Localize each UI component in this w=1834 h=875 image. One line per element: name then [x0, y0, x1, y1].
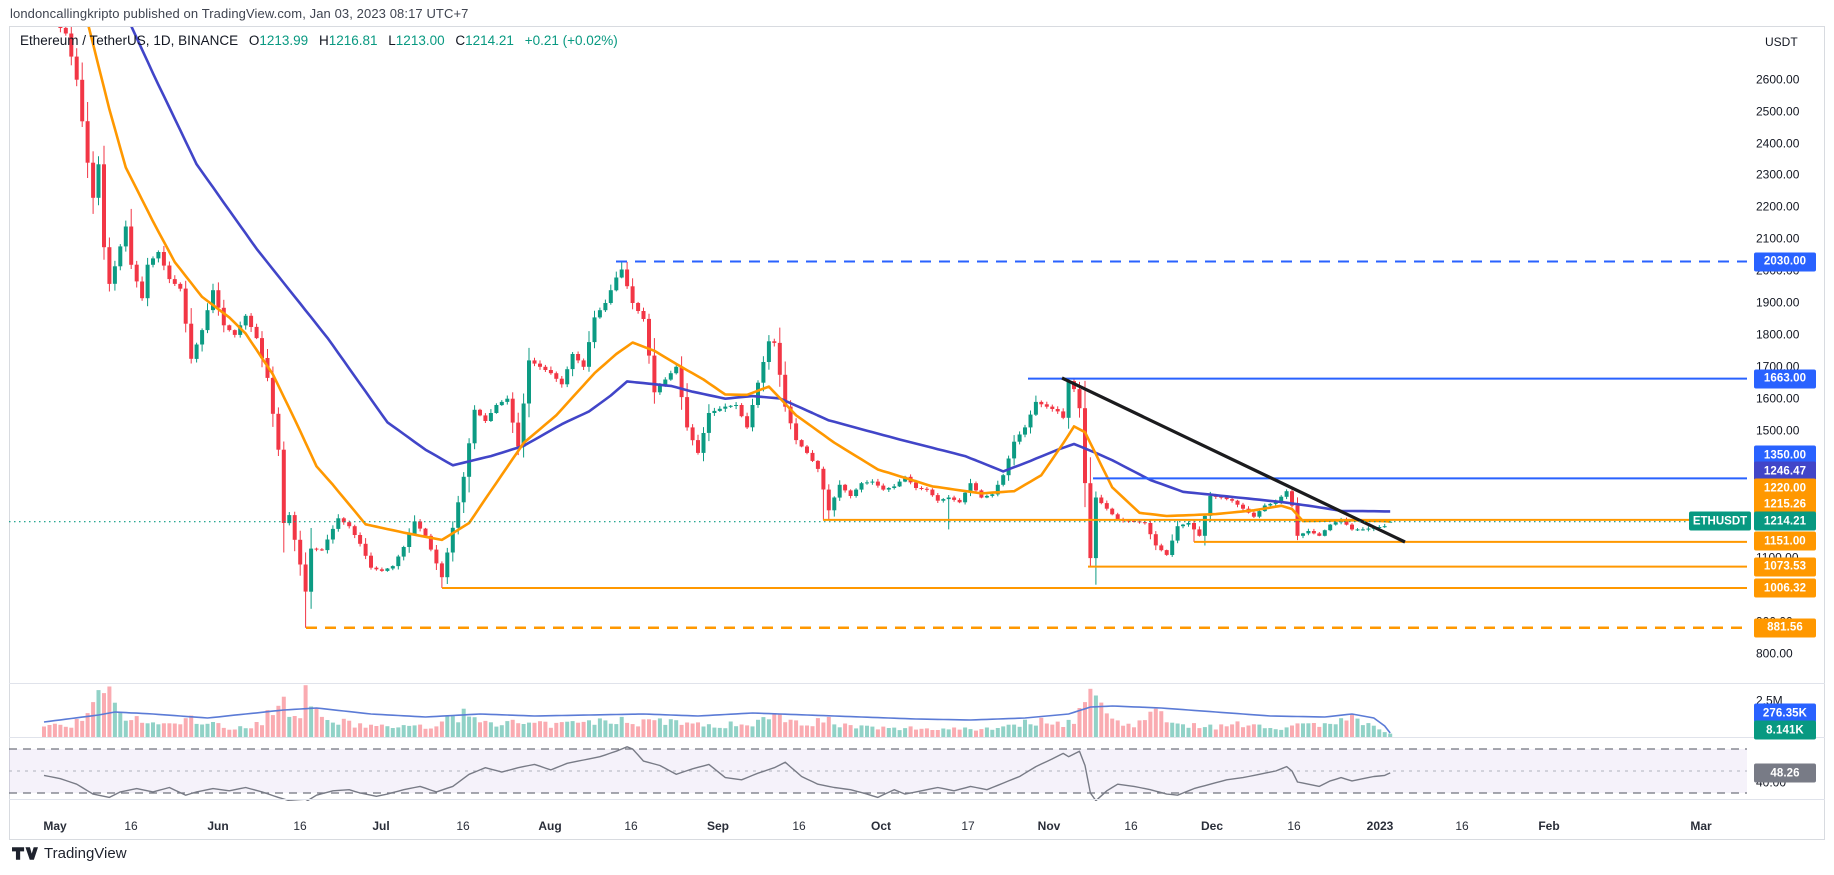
rsi-band — [9, 749, 1747, 793]
tradingview-logo-text: TradingView — [44, 845, 127, 862]
ma-slow-line — [130, 27, 1391, 513]
time-tick-label: 16 — [456, 819, 470, 833]
symbol-legend[interactable]: Ethereum / TetherUS, 1D, BINANCE O1213.9… — [20, 33, 618, 48]
price-tick-label: 1500.00 — [1756, 423, 1800, 438]
price-tick-label: 2200.00 — [1756, 199, 1800, 214]
price-level-badge: 1220.00 — [1754, 478, 1816, 498]
price-level-badge: 1006.32 — [1754, 578, 1816, 598]
price-level-badge: 1663.00 — [1754, 369, 1816, 389]
time-tick-label: Jun — [207, 819, 229, 833]
volume-ma-line — [43, 705, 1391, 734]
legend-low-value: 1213.00 — [395, 33, 445, 48]
time-tick-label: 17 — [961, 819, 975, 833]
symbol-name-badge: ETHUSDT — [1689, 511, 1751, 531]
price-tick-label: 2600.00 — [1756, 72, 1800, 87]
rsi-pane — [9, 746, 1747, 801]
time-tick-label: 16 — [1287, 819, 1301, 833]
time-tick-label: Mar — [1690, 819, 1712, 833]
legend-change: +0.21 (+0.02%) — [524, 33, 618, 48]
time-tick-label: 16 — [1455, 819, 1469, 833]
price-level-badge: 1073.53 — [1754, 557, 1816, 577]
price-level-badge: 2030.00 — [1754, 252, 1816, 271]
pane-separators — [9, 683, 1825, 800]
price-level-badge: 1246.47 — [1754, 461, 1816, 481]
price-tick-label: 1900.00 — [1756, 295, 1800, 310]
time-tick-label: Dec — [1200, 819, 1224, 833]
watermark-publish-info: londoncallingkripto published on Trading… — [10, 6, 469, 21]
time-tick-label: 2023 — [1366, 819, 1394, 833]
time-tick-label: Jul — [372, 819, 390, 833]
volume-value-badge: 8.141K — [1754, 720, 1816, 740]
price-pane — [9, 27, 1747, 630]
legend-title: Ethereum / TetherUS, 1D, BINANCE — [20, 33, 239, 48]
legend-high-value: 1216.81 — [328, 33, 378, 48]
ma-fast-line — [87, 27, 1391, 542]
descending-trendline — [1061, 376, 1406, 544]
price-level-badge: 1151.00 — [1754, 531, 1816, 551]
time-tick-label: 16 — [1124, 819, 1138, 833]
time-tick-label: Oct — [870, 819, 892, 833]
time-tick-label: 16 — [624, 819, 638, 833]
time-tick-label: 16 — [293, 819, 307, 833]
price-level-badge: 1350.00 — [1754, 445, 1816, 465]
quote-currency-label: USDT — [1765, 35, 1798, 49]
price-tick-label: 1800.00 — [1756, 327, 1800, 342]
price-tick-label: 2500.00 — [1756, 104, 1800, 119]
legend-close-label: C — [455, 33, 466, 48]
legend-high-label: H — [318, 33, 329, 48]
tradingview-logo-icon — [12, 847, 38, 860]
price-tick-label: 800.00 — [1756, 646, 1793, 661]
price-tick-label: 2100.00 — [1756, 231, 1800, 246]
chart-frame — [9, 26, 1825, 840]
legend-open-label: O — [248, 33, 260, 48]
time-tick-label: May — [43, 819, 67, 833]
rsi-value-badge: 48.26 — [1754, 763, 1816, 783]
time-tick-label: Aug — [538, 819, 562, 833]
price-tick-label: 2400.00 — [1756, 136, 1800, 150]
legend-close-value: 1214.21 — [465, 33, 514, 48]
time-tick-label: Nov — [1037, 819, 1061, 833]
legend-open-value: 1213.99 — [259, 33, 309, 48]
price-tick-label: 1600.00 — [1756, 391, 1800, 406]
volume-pane — [42, 685, 1393, 737]
price-level-badge: 1214.21 — [1754, 511, 1816, 531]
time-tick-label: Feb — [1538, 819, 1560, 833]
price-tick-label: 2300.00 — [1756, 167, 1800, 182]
time-tick-label: 16 — [124, 819, 138, 833]
volume-value-badge: 276.35K — [1754, 703, 1816, 723]
time-tick-label: Sep — [706, 819, 730, 833]
price-level-badge: 1215.26 — [1754, 494, 1816, 514]
price-level-badge: 881.56 — [1754, 618, 1816, 638]
rsi-line — [43, 746, 1391, 801]
tradingview-logo[interactable]: TradingView — [12, 845, 127, 862]
time-tick-label: 16 — [792, 819, 806, 833]
legend-low-label: L — [388, 33, 396, 48]
